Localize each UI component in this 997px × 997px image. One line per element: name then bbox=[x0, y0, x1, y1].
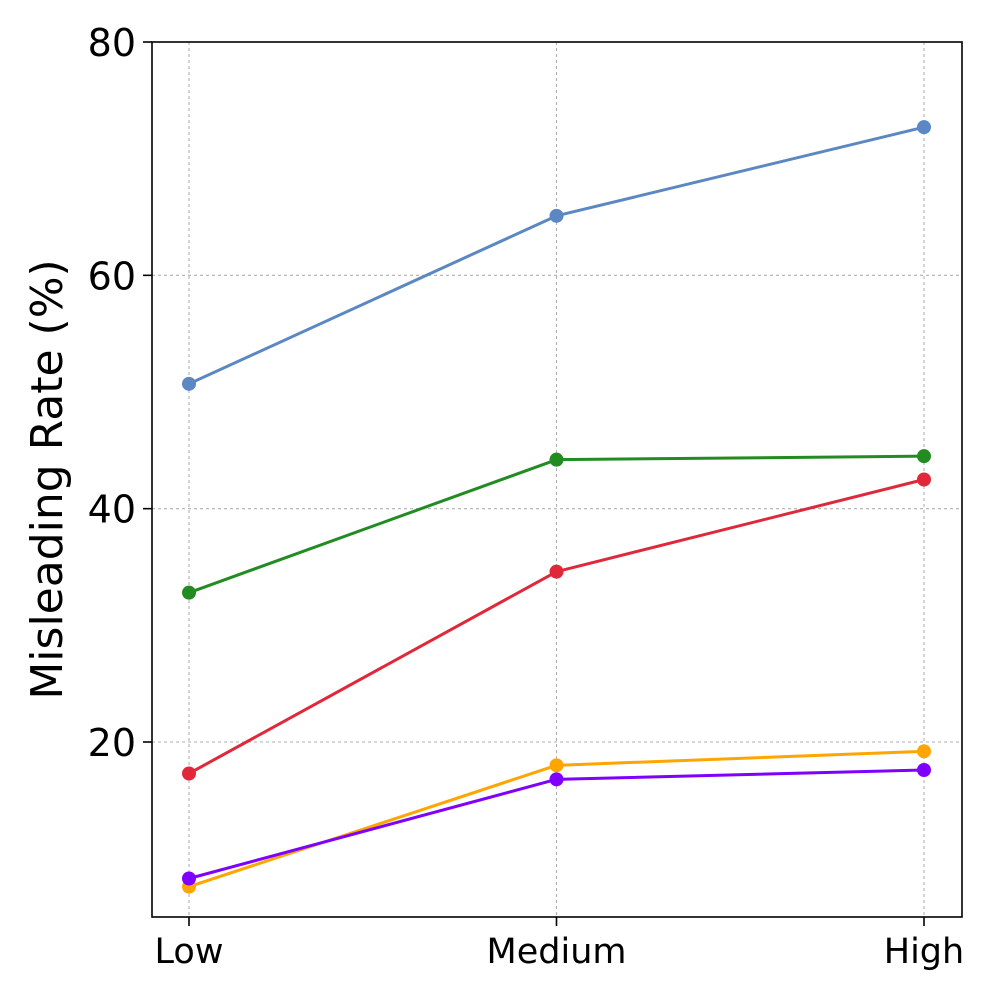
series-green-point-low bbox=[182, 585, 196, 600]
series-green-point-high bbox=[917, 449, 931, 464]
series-purple-point-medium bbox=[549, 772, 564, 787]
series-blue bbox=[182, 120, 931, 391]
series-green-point-medium bbox=[549, 452, 564, 467]
y-axis: 20 40 60 80 bbox=[88, 21, 152, 765]
y-tick-label-40: 40 bbox=[88, 488, 136, 532]
series-purple-point-high bbox=[917, 763, 931, 777]
y-axis-title: Misleading Rate (%) bbox=[22, 259, 73, 699]
series-blue-point-low bbox=[182, 376, 196, 391]
series-red-point-low bbox=[182, 766, 196, 781]
series-group bbox=[182, 120, 931, 894]
x-axis: Low Medium High bbox=[155, 917, 964, 972]
x-tick-label-medium: Medium bbox=[487, 932, 627, 972]
series-blue-line bbox=[188, 125, 925, 386]
series-red-point-high bbox=[917, 472, 931, 487]
x-tick-label-high: High bbox=[884, 932, 964, 972]
series-orange-point-high bbox=[917, 744, 931, 759]
y-tick-label-80: 80 bbox=[88, 21, 136, 65]
x-tick-label-low: Low bbox=[155, 932, 224, 972]
y-tick-label-20: 20 bbox=[88, 721, 136, 765]
series-blue-point-medium bbox=[549, 208, 564, 223]
series-purple bbox=[182, 763, 931, 886]
y-tick-label-60: 60 bbox=[88, 254, 136, 298]
series-purple-point-low bbox=[182, 871, 196, 886]
series-red bbox=[182, 472, 931, 781]
series-orange-point-medium bbox=[549, 758, 564, 773]
series-green bbox=[182, 449, 931, 600]
series-blue-point-high bbox=[917, 120, 931, 135]
series-red-point-medium bbox=[549, 564, 564, 579]
